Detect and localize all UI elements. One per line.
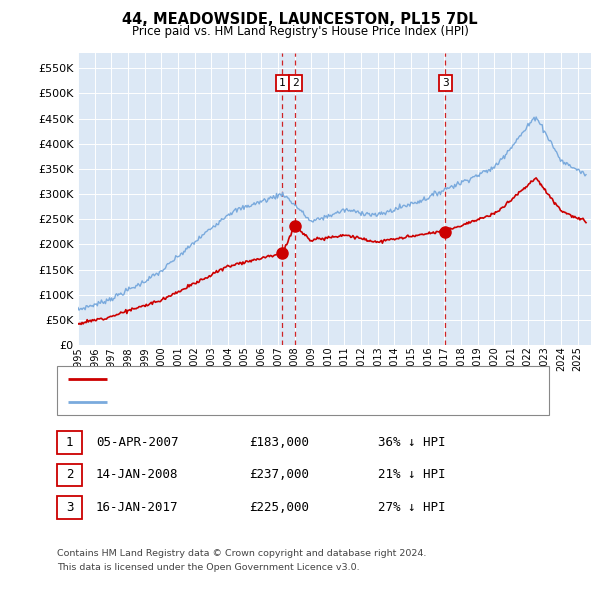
Text: 2: 2 [292, 78, 299, 88]
Text: £183,000: £183,000 [249, 436, 309, 449]
Text: Price paid vs. HM Land Registry's House Price Index (HPI): Price paid vs. HM Land Registry's House … [131, 25, 469, 38]
Text: 14-JAN-2008: 14-JAN-2008 [96, 468, 179, 481]
Text: 1: 1 [66, 436, 73, 449]
Text: 2: 2 [66, 468, 73, 481]
Text: 16-JAN-2017: 16-JAN-2017 [96, 501, 179, 514]
Text: 1: 1 [279, 78, 286, 88]
Text: £237,000: £237,000 [249, 468, 309, 481]
Text: 3: 3 [66, 501, 73, 514]
Text: HPI: Average price, detached house, Cornwall: HPI: Average price, detached house, Corn… [114, 397, 364, 407]
Text: 44, MEADOWSIDE, LAUNCESTON, PL15 7DL: 44, MEADOWSIDE, LAUNCESTON, PL15 7DL [122, 12, 478, 27]
Text: £225,000: £225,000 [249, 501, 309, 514]
Text: 44, MEADOWSIDE, LAUNCESTON, PL15 7DL (detached house): 44, MEADOWSIDE, LAUNCESTON, PL15 7DL (de… [114, 375, 452, 384]
Text: 05-APR-2007: 05-APR-2007 [96, 436, 179, 449]
Text: Contains HM Land Registry data © Crown copyright and database right 2024.: Contains HM Land Registry data © Crown c… [57, 549, 427, 558]
Text: 3: 3 [442, 78, 448, 88]
Text: 36% ↓ HPI: 36% ↓ HPI [378, 436, 445, 449]
Text: This data is licensed under the Open Government Licence v3.0.: This data is licensed under the Open Gov… [57, 563, 359, 572]
Text: 21% ↓ HPI: 21% ↓ HPI [378, 468, 445, 481]
Text: 27% ↓ HPI: 27% ↓ HPI [378, 501, 445, 514]
